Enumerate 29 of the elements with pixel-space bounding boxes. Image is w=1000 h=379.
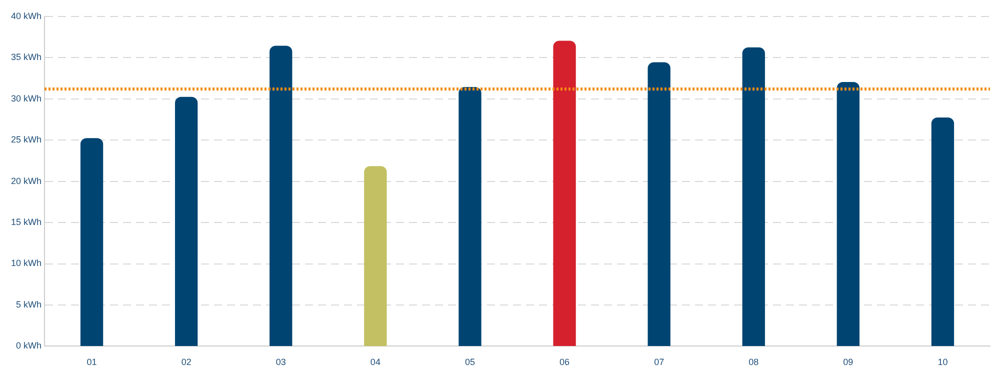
bar [364,166,387,346]
bar [175,96,198,346]
y-tick-label: 10 kWh [10,258,42,268]
x-tick-label: 10 [938,357,948,368]
y-tick-label: 25 kWh [10,134,42,145]
x-tick-label: 02 [181,357,192,368]
y-tick-label: 35 kWh [10,52,42,62]
y-tick-label: 30 kWh [10,93,42,104]
x-tick-label: 09 [843,357,854,368]
y-tick-label: 5 kWh [16,299,42,310]
y-tick-label: 40 kWh [10,10,42,21]
bar [553,40,576,346]
bar [458,86,482,346]
y-tick-label: 15 kWh [10,217,42,228]
y-tick-label: 20 kWh [10,176,42,186]
x-tick-label: 01 [86,357,97,368]
bar [80,138,104,346]
x-tick-label: 08 [748,357,759,368]
x-tick-label: 04 [370,357,380,368]
x-tick-label: 06 [560,357,570,368]
x-tick-label: 05 [464,357,475,368]
bar [270,46,292,346]
bar [648,62,670,346]
bar [931,117,954,346]
x-tick-label: 03 [276,357,286,368]
bar [742,47,765,346]
y-tick-label: 0 kWh [16,340,42,351]
bar [836,82,860,346]
x-tick-label: 07 [654,357,664,368]
